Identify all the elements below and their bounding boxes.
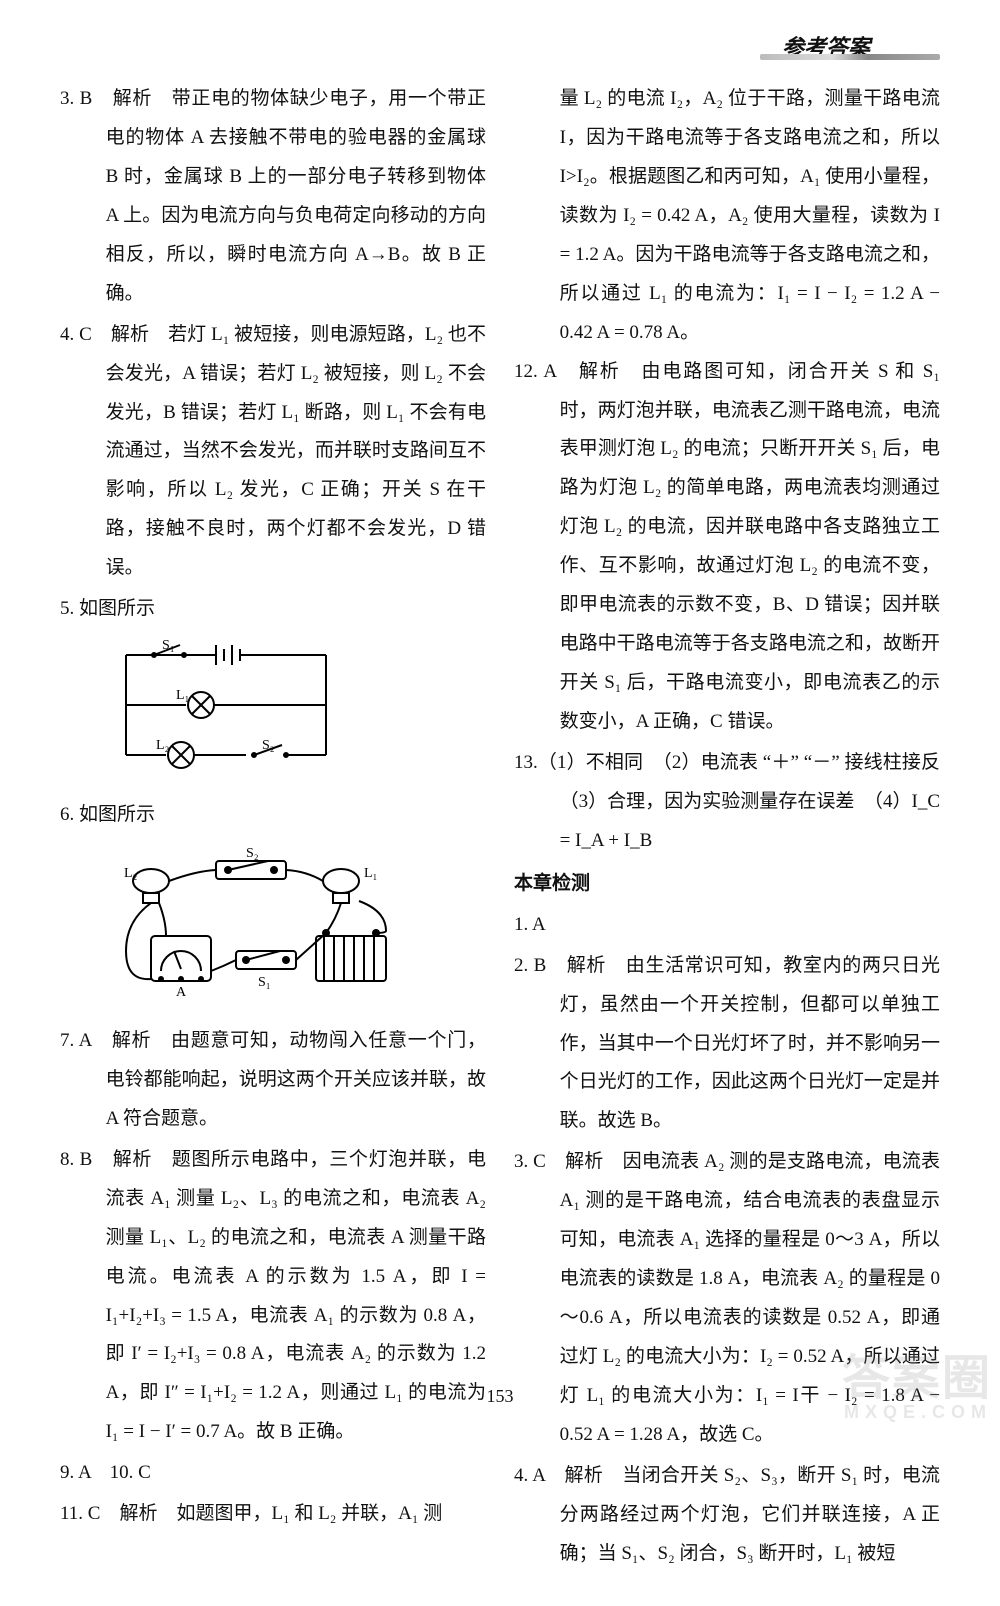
answer-3: 3. B 解析 带正电的物体缺少电子，用一个带正电的物体 A 去接触不带电的验电… [60,80,486,314]
header-rule [760,54,940,60]
label-l2: L₂ [156,738,170,753]
answer-4: 4. C 解析 若灯 L₁ 被短接，则电源短路，L₂ 也不会发光，A 错误；若灯… [60,316,486,589]
label-l2b: L₂ [124,866,138,881]
answer-11-cont: 量 L₂ 的电流 I₂，A₂ 位于干路，测量干路电流 I，因为干路电流等于各支路… [514,80,940,353]
diagram-5: S₁ L₁ L₂ S₂ [106,635,486,790]
answer-12: 12. A 解析 由电路图可知，闭合开关 S 和 S₁ 时，两灯泡并联，电流表乙… [514,353,940,742]
answer-13: 13.（1）不相同 （2）电流表 “＋” “－” 接线柱接反 （3）合理，因为实… [514,744,940,861]
check-3: 3. C 解析 因电流表 A₂ 测的是支路电流，电流表 A₁ 测的是干路电流，结… [514,1143,940,1455]
page-header: 参考答案 [60,30,940,70]
check-2: 2. B 解析 由生活常识可知，教室内的两只日光灯，虽然由一个开关控制，但都可以… [514,947,940,1142]
answer-5-label: 5. 如图所示 [60,590,486,629]
section-title: 本章检测 [514,865,940,904]
left-column: 3. B 解析 带正电的物体缺少电子，用一个带正电的物体 A 去接触不带电的验电… [60,80,486,1576]
wiring-diagram-icon: L₂ L₁ S₂ S₁ A [106,841,406,1001]
check-4: 4. A 解析 当闭合开关 S₂、S₃，断开 S₁ 时，电流分两路经过两个灯泡，… [514,1457,940,1574]
diagram-6: L₂ L₁ S₂ S₁ A [106,841,486,1016]
label-a: A [176,985,187,1000]
check-1: 1. A [514,906,940,945]
page-number: 153 [0,1386,1000,1407]
answer-11-start: 11. C 解析 如题图甲，L₁ 和 L₂ 并联，A₁ 测 [60,1495,486,1534]
label-s1b: S₁ [258,975,271,990]
answer-7: 7. A 解析 由题意可知，动物闯入任意一个门，电铃都能响起，说明这两个开关应该… [60,1022,486,1139]
answer-6-label: 6. 如图所示 [60,796,486,835]
label-s2b: S₂ [246,846,259,861]
label-l1b: L₁ [364,866,377,881]
label-s2: S₂ [262,738,275,753]
answer-9-10: 9. A 10. C [60,1454,486,1493]
label-l1: L₁ [176,688,189,703]
circuit-diagram-icon: S₁ L₁ L₂ S₂ [106,635,346,775]
label-s1: S₁ [162,638,175,653]
right-column: 量 L₂ 的电流 I₂，A₂ 位于干路，测量干路电流 I，因为干路电流等于各支路… [514,80,940,1576]
